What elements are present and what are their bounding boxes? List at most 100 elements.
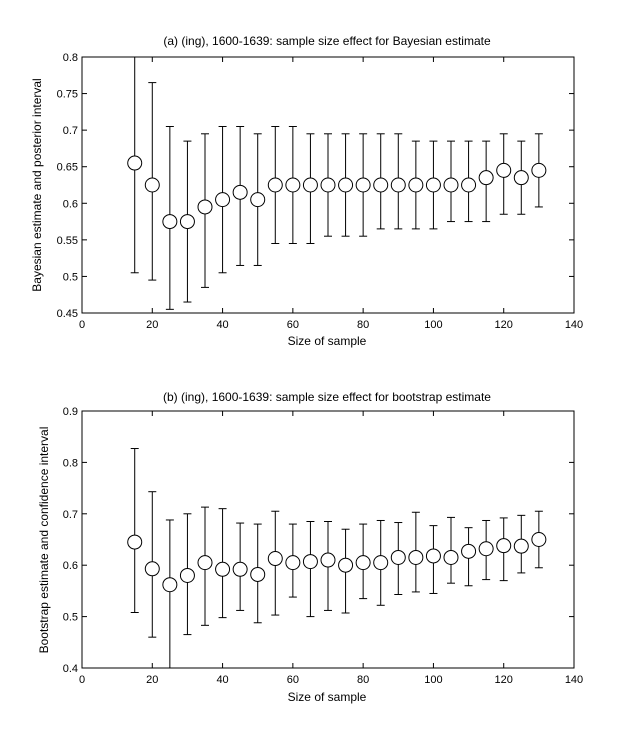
data-point-125 xyxy=(513,514,529,574)
data-point-95 xyxy=(408,140,424,230)
estimate-marker xyxy=(513,170,529,186)
estimate-marker xyxy=(355,177,371,193)
estimate-marker xyxy=(425,548,441,564)
data-point-65 xyxy=(302,521,318,618)
estimate-marker xyxy=(461,177,477,193)
estimate-marker xyxy=(197,555,213,571)
estimate-marker xyxy=(338,177,354,193)
estimate-marker xyxy=(232,184,248,200)
estimate-marker xyxy=(144,561,160,577)
data-point-100 xyxy=(425,140,441,230)
data-point-15 xyxy=(127,448,143,613)
data-point-70 xyxy=(320,521,336,611)
estimate-marker xyxy=(373,555,389,571)
data-point-90 xyxy=(390,133,406,230)
estimate-marker xyxy=(197,199,213,215)
x-tick-label: 60 xyxy=(287,674,299,686)
x-tick-label: 100 xyxy=(424,319,442,331)
estimate-marker xyxy=(408,549,424,565)
data-point-130 xyxy=(531,510,547,569)
data-point-110 xyxy=(461,527,477,587)
x-tick-label: 80 xyxy=(357,674,369,686)
y-tick-label: 0.55 xyxy=(57,235,78,247)
estimate-marker xyxy=(425,177,441,193)
y-tick-label: 0.8 xyxy=(63,457,78,469)
x-tick-label: 140 xyxy=(565,319,583,331)
estimate-marker xyxy=(285,177,301,193)
estimate-marker xyxy=(531,162,547,178)
estimate-marker xyxy=(531,532,547,547)
chart-a-ticks: 0 20 40 60 80 100 120 140 0.45 0.5 0.55 0.6 0.65 0.7 0… xyxy=(57,52,584,331)
chart-a-xlabel: Size of sample xyxy=(288,334,367,348)
data-point-35 xyxy=(197,133,213,288)
y-tick-label: 0.6 xyxy=(63,198,78,210)
data-point-40 xyxy=(215,508,231,619)
data-point-25 xyxy=(162,519,178,669)
estimate-marker xyxy=(302,177,318,193)
chart-b-title: (b) (ing), 1600-1639: sample size effect… xyxy=(163,390,491,404)
estimate-marker xyxy=(302,554,318,570)
y-tick-label: 0.5 xyxy=(63,612,78,624)
x-tick-label: 20 xyxy=(146,674,158,686)
panel-a: (a) (ing), 1600-1639: sample size effect… xyxy=(30,34,583,348)
estimate-marker xyxy=(338,557,354,573)
y-tick-label: 0.8 xyxy=(63,52,78,64)
data-point-85 xyxy=(373,519,389,606)
estimate-marker xyxy=(496,538,512,554)
estimate-marker xyxy=(162,577,178,593)
data-point-15 xyxy=(127,56,143,274)
estimate-marker xyxy=(285,555,301,571)
estimate-marker xyxy=(478,541,494,557)
x-tick-label: 140 xyxy=(565,674,583,686)
data-point-50 xyxy=(250,133,266,266)
data-point-35 xyxy=(197,506,213,626)
estimate-marker xyxy=(267,551,283,567)
estimate-marker xyxy=(461,543,477,559)
data-point-45 xyxy=(232,522,248,611)
x-tick-label: 80 xyxy=(357,319,369,331)
estimate-marker xyxy=(250,566,266,582)
x-tick-label: 0 xyxy=(79,319,85,331)
y-tick-label: 0.7 xyxy=(63,125,78,137)
y-tick-label: 0.6 xyxy=(63,560,78,572)
chart-b-xlabel: Size of sample xyxy=(288,690,367,704)
data-point-115 xyxy=(478,519,494,581)
data-point-20 xyxy=(144,491,160,638)
data-point-105 xyxy=(443,516,459,584)
data-point-120 xyxy=(496,133,512,215)
estimate-marker xyxy=(250,192,266,208)
estimate-marker xyxy=(496,162,512,178)
data-point-60 xyxy=(285,523,301,598)
data-point-55 xyxy=(267,125,283,245)
data-point-60 xyxy=(285,125,301,245)
data-point-120 xyxy=(496,517,512,582)
data-point-75 xyxy=(338,133,354,237)
estimate-marker xyxy=(162,214,178,230)
data-point-50 xyxy=(250,523,266,624)
estimate-marker xyxy=(179,567,195,583)
data-point-110 xyxy=(461,140,477,223)
chart-a-ylabel: Bayesian estimate and posterior interval xyxy=(30,78,44,291)
estimate-marker xyxy=(144,177,160,193)
estimate-marker xyxy=(232,561,248,577)
data-point-45 xyxy=(232,125,248,266)
x-tick-label: 0 xyxy=(79,674,85,686)
estimate-marker xyxy=(478,170,494,186)
data-point-40 xyxy=(215,125,231,274)
data-point-25 xyxy=(162,125,178,310)
estimate-marker xyxy=(443,549,459,565)
data-point-30 xyxy=(179,140,195,303)
estimate-marker xyxy=(215,561,231,577)
estimate-marker xyxy=(127,155,143,171)
x-tick-label: 40 xyxy=(216,319,228,331)
data-point-130 xyxy=(531,133,547,208)
data-point-30 xyxy=(179,513,195,636)
y-tick-label: 0.45 xyxy=(57,308,78,320)
x-tick-label: 120 xyxy=(495,674,513,686)
estimate-marker xyxy=(373,177,389,193)
estimate-marker xyxy=(513,538,529,554)
data-point-85 xyxy=(373,133,389,230)
data-point-90 xyxy=(390,522,406,595)
chart-b-ticks: 0 20 40 60 80 100 120 140 0.4 0.5 0.6 0.7 0.8 0.9 xyxy=(63,406,583,686)
estimate-marker xyxy=(215,192,231,208)
